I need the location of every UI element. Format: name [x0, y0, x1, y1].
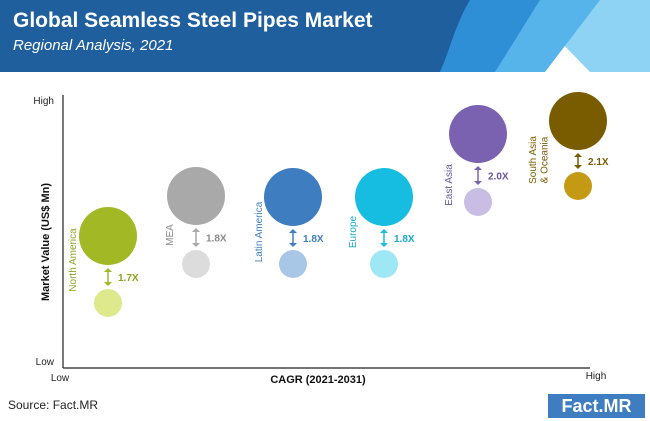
growth-arrow-up-head [380, 229, 388, 233]
region-label: MEA [165, 224, 176, 246]
region-bubble-2021 [564, 172, 592, 200]
y-tick-low: Low [36, 357, 55, 368]
region-label: Europe [348, 215, 359, 248]
x-tick-low: Low [51, 373, 70, 384]
multiplier-label: 2.1X [588, 157, 609, 168]
region-group: 1.7X North America [68, 207, 139, 317]
region-label: Latin America [254, 201, 265, 262]
logo-text-left: Fact [561, 396, 599, 416]
region-label: East Asia [444, 164, 455, 206]
region-bubble-2031 [167, 167, 225, 225]
growth-arrow-down-head [574, 165, 582, 169]
growth-arrow-up-head [192, 228, 200, 232]
multiplier-label: 1.8X [303, 234, 324, 245]
region-bubble-2021 [464, 188, 492, 216]
growth-arrow-down-head [192, 243, 200, 247]
y-axis-label: Market Value (US$ Mn) [40, 183, 52, 301]
region-bubble-2021 [94, 289, 122, 317]
multiplier-label: 1.8X [394, 234, 415, 245]
region-label-line: South Asia [528, 136, 539, 184]
region-bubble-2021 [279, 250, 307, 278]
growth-arrow-down-head [474, 181, 482, 185]
factmr-logo: Fact.MR [548, 394, 645, 418]
y-tick-high: High [33, 96, 54, 107]
region-group: 1.8X MEA [165, 167, 227, 278]
x-axis-label: CAGR (2021-2031) [270, 374, 366, 386]
growth-arrow-up-head [289, 229, 297, 233]
region-group: 1.8X Latin America [254, 168, 324, 278]
logo-text-right: MR [603, 396, 632, 416]
region-bubble-2031 [549, 92, 607, 150]
page-title: Global Seamless Steel Pipes Market [13, 9, 373, 32]
region-label-line: & Oceania [540, 136, 551, 183]
region-bubble-2031 [79, 207, 137, 265]
multiplier-label: 1.7X [118, 273, 139, 284]
source-note: Source: Fact.MR [8, 398, 99, 412]
growth-arrow-down-head [380, 243, 388, 247]
growth-arrow-down-head [104, 282, 112, 286]
region-bubble-2031 [264, 168, 322, 226]
header-banner: Global Seamless Steel Pipes Market Regio… [0, 0, 650, 72]
multiplier-label: 1.8X [206, 234, 227, 245]
region-group: 2.0X East Asia [444, 105, 509, 216]
region-label: South Asia& Oceania [528, 136, 551, 184]
region-bubble-2031 [449, 105, 507, 163]
region-group: 1.8X Europe [348, 168, 415, 278]
page-subtitle: Regional Analysis, 2021 [13, 37, 174, 54]
growth-arrow-up-head [104, 268, 112, 272]
region-label: North America [68, 228, 79, 292]
growth-arrow-up-head [474, 166, 482, 170]
x-tick-high: High [586, 371, 607, 382]
growth-arrow-up-head [574, 153, 582, 157]
region-bubble-2031 [355, 168, 413, 226]
header-background [0, 0, 650, 72]
growth-arrow-down-head [289, 243, 297, 247]
multiplier-label: 2.0X [488, 172, 509, 183]
logo-dot: . [598, 396, 604, 416]
region-group: 2.1X South Asia& Oceania [528, 92, 609, 200]
region-bubble-2021 [182, 250, 210, 278]
region-bubble-2021 [370, 250, 398, 278]
